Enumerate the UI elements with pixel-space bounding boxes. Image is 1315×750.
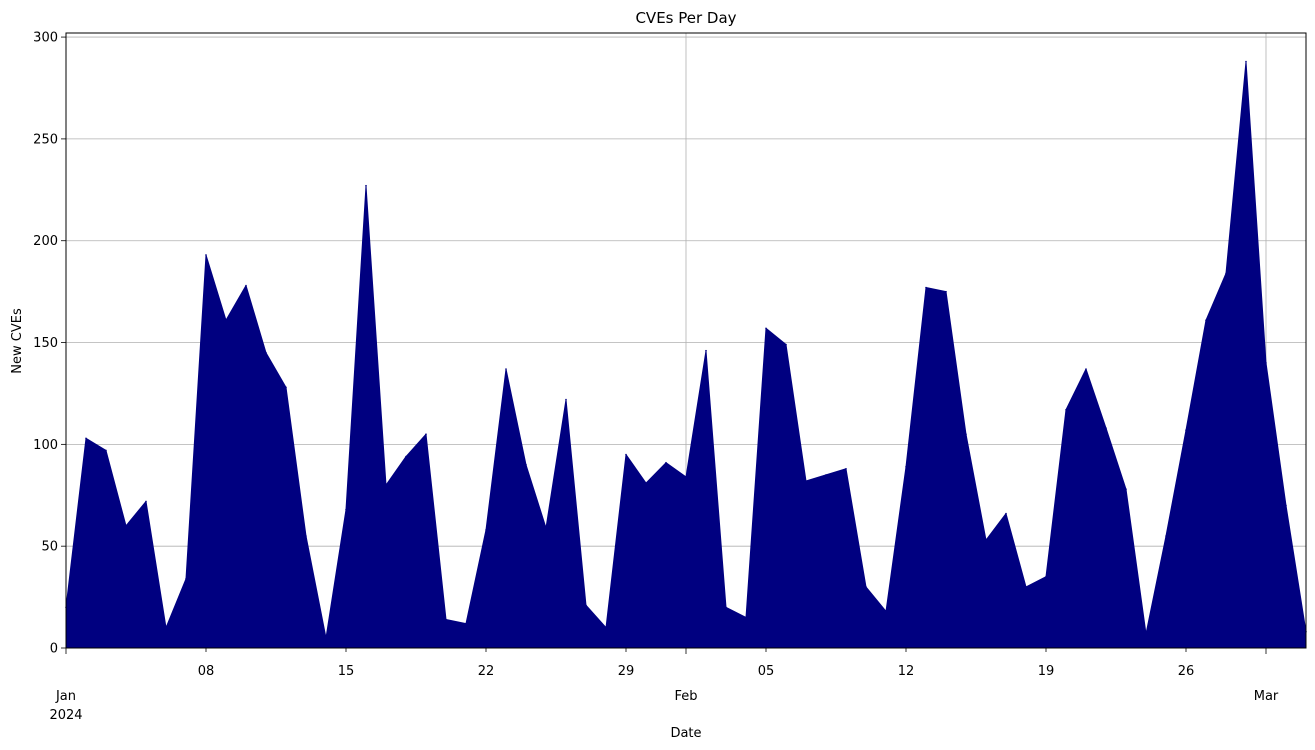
- data-point: [505, 368, 507, 370]
- x-tick-label: 05: [758, 664, 775, 679]
- data-point: [1285, 504, 1287, 507]
- data-point: [925, 286, 927, 289]
- data-point: [205, 254, 207, 256]
- data-point: [1185, 429, 1187, 431]
- data-point: [725, 606, 727, 609]
- data-point: [905, 465, 907, 468]
- series-layer: [65, 60, 1307, 649]
- data-point: [565, 398, 567, 401]
- data-point: [265, 351, 267, 354]
- data-point: [785, 343, 787, 346]
- data-point: [185, 577, 187, 580]
- y-tick-label: 100: [33, 438, 58, 453]
- data-point: [105, 449, 107, 452]
- plot-frame: [65, 32, 1307, 649]
- data-point: [1085, 368, 1087, 370]
- x-tick-label: 22: [478, 664, 495, 679]
- y-tick-label: 200: [33, 234, 58, 249]
- data-point: [865, 586, 867, 588]
- data-point: [1005, 512, 1007, 515]
- x-tick-label: 19: [1038, 664, 1055, 679]
- data-point: [425, 433, 427, 435]
- y-tick-label: 50: [41, 540, 58, 555]
- tick-labels: 0 50 100 150 200 250 300 Jan 2024 08 15 22 29 Feb 05 12…: [33, 31, 1279, 723]
- axes: [61, 32, 1307, 654]
- data-point: [625, 453, 627, 456]
- data-point: [1065, 408, 1067, 411]
- data-point: [645, 482, 647, 484]
- x-tick-label: 29: [618, 664, 635, 679]
- data-point: [85, 437, 87, 440]
- data-point: [885, 610, 887, 613]
- data-point: [1105, 427, 1107, 429]
- data-point: [845, 467, 847, 470]
- x-tick-label: 12: [898, 664, 915, 679]
- data-point: [245, 284, 247, 287]
- y-tick-label: 0: [50, 642, 58, 657]
- data-point: [1125, 488, 1127, 490]
- data-point: [605, 626, 607, 629]
- y-axis-label: New CVEs: [10, 308, 25, 374]
- data-point: [165, 626, 167, 629]
- x-tick-sublabel: 2024: [49, 708, 82, 723]
- y-tick-label: 250: [33, 132, 58, 147]
- x-tick-label: Jan: [55, 689, 76, 704]
- data-point: [765, 327, 767, 330]
- data-point: [665, 461, 667, 464]
- chart-title: CVEs Per Day: [635, 9, 736, 27]
- x-tick-label: 08: [198, 664, 215, 679]
- x-axis-label: Date: [670, 726, 701, 741]
- data-point: [325, 637, 327, 639]
- data-point: [985, 539, 987, 541]
- data-point: [1045, 575, 1047, 578]
- data-point: [345, 508, 347, 511]
- data-point: [285, 386, 287, 389]
- data-point: [525, 463, 527, 466]
- data-point: [745, 616, 747, 619]
- data-point: [685, 476, 687, 478]
- x-tick-label: 26: [1178, 664, 1195, 679]
- data-point: [585, 604, 587, 607]
- data-point: [825, 474, 827, 476]
- data-point: [145, 500, 147, 503]
- data-point: [1245, 60, 1247, 63]
- data-point: [545, 527, 547, 529]
- data-point: [805, 480, 807, 482]
- data-point: [1205, 319, 1207, 321]
- x-tick-label: 15: [338, 664, 355, 679]
- data-point: [225, 319, 227, 321]
- data-point: [365, 184, 367, 187]
- data-point: [945, 290, 947, 293]
- x-tick-label: Feb: [674, 689, 697, 704]
- data-point: [445, 618, 447, 621]
- data-point: [465, 622, 467, 625]
- x-tick-label: Mar: [1254, 689, 1279, 704]
- data-point: [125, 525, 127, 527]
- data-point: [705, 349, 707, 352]
- data-point: [1165, 535, 1167, 537]
- data-point: [1265, 362, 1267, 364]
- data-point: [385, 484, 387, 486]
- data-point: [485, 529, 487, 531]
- data-point: [1145, 632, 1147, 635]
- data-point: [405, 455, 407, 458]
- y-tick-label: 150: [33, 336, 58, 351]
- data-point: [305, 535, 307, 537]
- y-tick-label: 300: [33, 31, 58, 46]
- area-fill: [65, 61, 1307, 649]
- data-point: [965, 433, 967, 435]
- data-point: [1225, 272, 1227, 275]
- data-point: [1025, 586, 1027, 588]
